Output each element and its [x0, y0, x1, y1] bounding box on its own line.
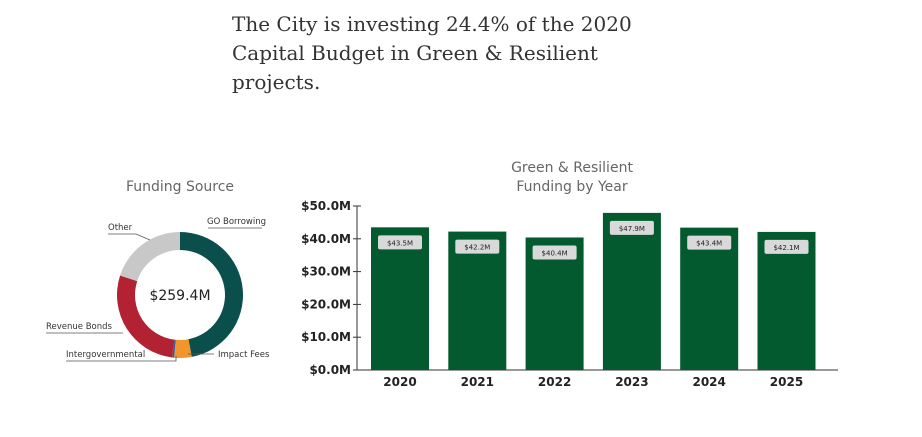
x-tick-label: 2024 [692, 375, 725, 389]
donut-leader-intergovernmental [66, 356, 177, 362]
bar-value-label-bg [532, 245, 577, 260]
bar-value-label: $43.5M [387, 239, 413, 247]
y-tick-label: $30.0M [301, 265, 351, 279]
donut-title: Funding Source [126, 179, 234, 195]
donut-slice-go-borrowing [180, 232, 244, 357]
y-tick-label: $50.0M [301, 199, 351, 213]
bar-2020 [371, 227, 429, 370]
y-tick-label: $20.0M [301, 297, 351, 311]
donut-center-label: $259.4M [149, 288, 210, 304]
x-tick-label: 2020 [383, 375, 416, 389]
donut-label-go-borrowing: GO Borrowing [207, 217, 266, 227]
donut-label-other: Other [108, 223, 133, 233]
bar-value-label: $42.2M [464, 244, 490, 252]
y-tick-label: $0.0M [309, 363, 351, 377]
bar-value-label-bg [378, 235, 422, 250]
bar-2024 [680, 227, 739, 370]
bar-value-label-bg [687, 235, 732, 250]
donut-chart: Funding Source $259.4M GO Borrowing Impac… [46, 179, 270, 362]
bar-value-label-bg [764, 239, 809, 254]
donut-slice-revenue-bonds [116, 275, 175, 358]
donut-label-intergovernmental: Intergovernmental [66, 350, 145, 360]
x-tick-label: 2023 [615, 375, 648, 389]
bar-2021 [448, 231, 507, 370]
donut-label-revenue-bonds: Revenue Bonds [46, 322, 113, 332]
x-tick-label: 2025 [770, 375, 803, 389]
bar-value-label: $43.4M [696, 240, 722, 248]
bar-chart-title-line-2: Funding by Year [516, 179, 628, 195]
bar-chart: Green & Resilient Funding by Year $0.0M $… [301, 160, 838, 389]
bar-value-label-bg [609, 220, 654, 235]
bar-2022 [525, 237, 584, 370]
bar-chart-title-line-1: Green & Resilient [511, 160, 633, 176]
donut-slice-impact-fees [174, 339, 192, 359]
donut-slice-intergovernmental [172, 339, 176, 358]
bar-2023 [602, 212, 661, 370]
bar-value-label: $47.9M [619, 225, 645, 233]
donut-label-impact-fees: Impact Fees [218, 350, 270, 360]
x-tick-label: 2021 [461, 375, 494, 389]
bar-value-label: $42.1M [773, 244, 799, 252]
bar-2025 [757, 231, 816, 370]
bar-value-label: $40.4M [542, 249, 568, 257]
donut-leader-other [108, 233, 151, 241]
headline: The City is investing 24.4% of the 2020 … [232, 12, 632, 94]
bar-value-label-bg [455, 239, 500, 254]
x-tick-label: 2022 [538, 375, 571, 389]
y-tick-label: $40.0M [301, 232, 351, 246]
y-tick-label: $10.0M [301, 330, 351, 344]
donut-slice-other [120, 232, 180, 282]
